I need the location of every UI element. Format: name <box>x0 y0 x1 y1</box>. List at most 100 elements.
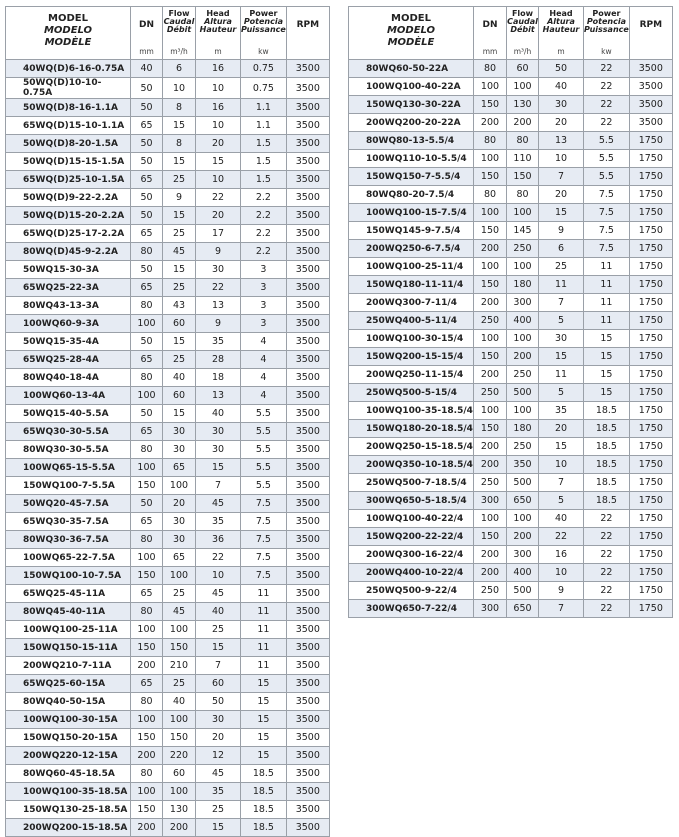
table-row: 50WQ(D)8-16-1.1A 50 8 16 1.1 3500 <box>5 98 330 117</box>
cell-model: 200WQ300-16-22/4 <box>348 545 474 564</box>
header-rpm: RPM <box>628 6 673 60</box>
cell-rpm: 1750 <box>628 239 673 258</box>
cell-head: 7 <box>538 167 584 186</box>
cell-head: 50 <box>538 59 584 78</box>
cell-model: 200WQ200-15-18.5A <box>5 818 131 837</box>
cell-power: 7.5 <box>240 530 287 549</box>
cell-rpm: 3500 <box>285 368 330 387</box>
cell-flow: 43 <box>162 296 196 315</box>
cell-model: 65WQ25-22-3A <box>5 278 131 297</box>
cell-model: 100WQ100-35-18.5A <box>5 782 131 801</box>
table-row: 50WQ20-45-7.5A 50 20 45 7.5 3500 <box>5 494 330 513</box>
cell-dn: 65 <box>130 224 163 243</box>
cell-head: 20 <box>195 206 241 225</box>
cell-head: 17 <box>195 224 241 243</box>
cell-power: 15 <box>583 329 630 348</box>
cell-flow: 100 <box>162 566 196 585</box>
cell-flow: 250 <box>506 239 539 258</box>
cell-rpm: 3500 <box>628 113 673 132</box>
cell-power: 3 <box>240 278 287 297</box>
table-row: 80WQ60-50-22A 80 60 50 22 3500 <box>348 59 673 78</box>
table-row: 100WQ100-35-18.5A 100 100 35 18.5 3500 <box>5 782 330 801</box>
cell-head: 10 <box>195 170 241 189</box>
table-row: 150WQ150-20-15A 150 150 20 15 3500 <box>5 728 330 747</box>
cell-model: 80WQ40-18-4A <box>5 368 131 387</box>
cell-model: 50WQ(D)8-16-1.1A <box>5 98 131 117</box>
cell-head: 30 <box>538 329 584 348</box>
cell-model: 200WQ210-7-11A <box>5 656 131 675</box>
cell-dn: 65 <box>130 116 163 135</box>
cell-flow: 40 <box>162 692 196 711</box>
cell-model: 65WQ25-28-4A <box>5 350 131 369</box>
cell-rpm: 3500 <box>285 476 330 495</box>
cell-model: 200WQ350-10-18.5/4 <box>348 455 474 474</box>
cell-head: 12 <box>195 746 241 765</box>
flow-unit: m³/h <box>513 47 532 56</box>
cell-head: 15 <box>195 458 241 477</box>
cell-rpm: 1750 <box>628 581 673 600</box>
cell-rpm: 1750 <box>628 383 673 402</box>
cell-rpm: 3500 <box>285 98 330 117</box>
cell-dn: 80 <box>130 242 163 261</box>
cell-power: 22 <box>583 563 630 582</box>
cell-model: 150WQ100-7-5.5A <box>5 476 131 495</box>
cell-flow: 200 <box>506 527 539 546</box>
cell-model: 50WQ(D)15-15-1.5A <box>5 152 131 171</box>
cell-power: 3 <box>240 260 287 279</box>
cell-head: 9 <box>195 242 241 261</box>
cell-power: 11 <box>583 257 630 276</box>
cell-power: 18.5 <box>240 764 287 783</box>
cell-rpm: 3500 <box>285 152 330 171</box>
cell-dn: 200 <box>473 545 507 564</box>
cell-power: 7.5 <box>240 512 287 531</box>
cell-model: 65WQ(D)25-10-1.5A <box>5 170 131 189</box>
cell-dn: 40 <box>130 59 163 78</box>
flow-fr: Débit <box>166 25 192 34</box>
cell-model: 40WQ(D)6-16-0.75A <box>5 59 131 78</box>
cell-model: 80WQ(D)45-9-2.2A <box>5 242 131 261</box>
head-es: Altura <box>547 17 575 26</box>
table-row: 200WQ200-15-18.5A 200 200 15 18.5 3500 <box>5 818 330 837</box>
cell-head: 15 <box>538 437 584 456</box>
cell-power: 22 <box>583 527 630 546</box>
cell-head: 28 <box>195 350 241 369</box>
cell-dn: 150 <box>473 419 507 438</box>
cell-power: 15 <box>583 365 630 384</box>
cell-head: 7 <box>538 599 584 618</box>
cell-model: 150WQ180-20-18.5/4 <box>348 419 474 438</box>
cell-dn: 50 <box>130 494 163 513</box>
table-row: 40WQ(D)6-16-0.75A 40 6 16 0.75 3500 <box>5 59 330 78</box>
table-body: 80WQ60-50-22A 80 60 50 22 3500 100WQ100-40-22A… <box>348 59 673 618</box>
head-en: Head <box>549 9 573 18</box>
table-row: 100WQ100-25-11A 100 100 25 11 3500 <box>5 620 330 639</box>
cell-dn: 50 <box>130 77 163 99</box>
cell-power: 11 <box>583 311 630 330</box>
cell-rpm: 1750 <box>628 545 673 564</box>
cell-head: 10 <box>195 116 241 135</box>
cell-head: 22 <box>195 548 241 567</box>
cell-flow: 110 <box>506 149 539 168</box>
cell-rpm: 3500 <box>285 206 330 225</box>
cell-power: 11 <box>240 584 287 603</box>
table-row: 200WQ250-6-7.5/4 200 250 6 7.5 1750 <box>348 239 673 258</box>
cell-rpm: 3500 <box>285 332 330 351</box>
cell-rpm: 1750 <box>628 563 673 582</box>
cell-flow: 100 <box>506 401 539 420</box>
cell-model: 250WQ400-5-11/4 <box>348 311 474 330</box>
cell-rpm: 3500 <box>285 458 330 477</box>
cell-head: 20 <box>538 113 584 132</box>
table-row: 80WQ40-50-15A 80 40 50 15 3500 <box>5 692 330 711</box>
cell-model: 80WQ30-30-5.5A <box>5 440 131 459</box>
cell-power: 18.5 <box>583 473 630 492</box>
cell-flow: 20 <box>162 494 196 513</box>
cell-flow: 80 <box>506 131 539 150</box>
cell-head: 15 <box>195 152 241 171</box>
cell-head: 13 <box>195 386 241 405</box>
cell-model: 50WQ(D)8-20-1.5A <box>5 134 131 153</box>
cell-dn: 100 <box>130 386 163 405</box>
cell-flow: 210 <box>162 656 196 675</box>
cell-rpm: 3500 <box>285 728 330 747</box>
cell-head: 40 <box>538 509 584 528</box>
cell-model: 50WQ(D)15-20-2.2A <box>5 206 131 225</box>
header-rpm: RPM <box>285 6 330 60</box>
